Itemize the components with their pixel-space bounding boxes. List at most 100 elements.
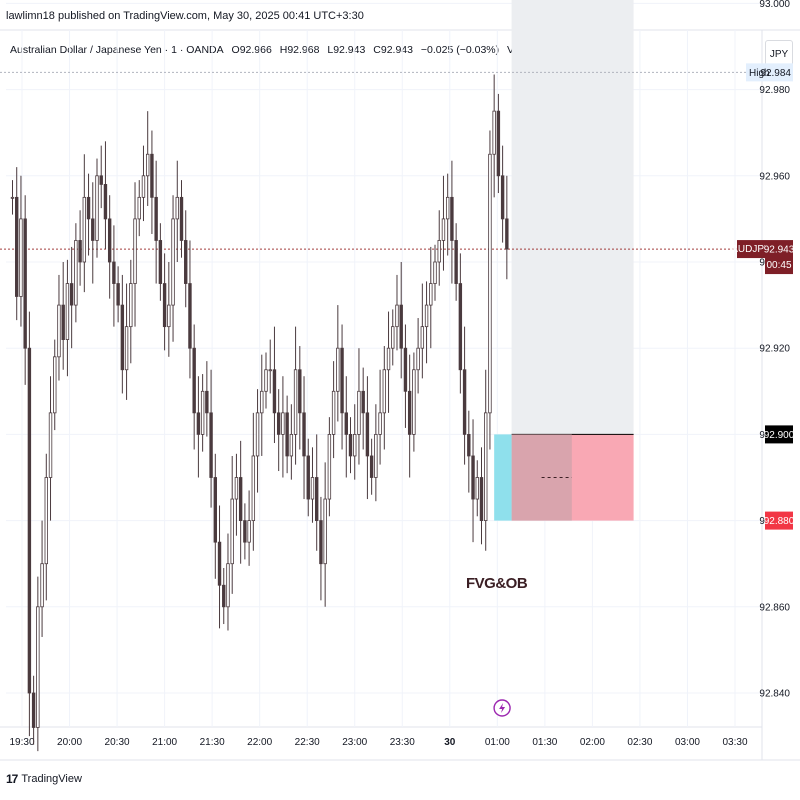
x-tick-label: 23:30 <box>390 737 415 748</box>
candle-body <box>57 304 61 358</box>
high-tag-label: High <box>749 68 770 79</box>
published-caption: lawlimn18 published on TradingView.com, … <box>6 10 364 22</box>
candle-body <box>391 326 395 349</box>
candle-body <box>361 390 365 414</box>
candle-body <box>19 218 23 297</box>
ohlc-high: H92.968 <box>279 44 320 56</box>
candle-body <box>99 175 103 185</box>
candle-body <box>10 196 15 199</box>
y-tick-label: 92.960 <box>759 171 790 182</box>
target-projection-zone <box>511 0 634 435</box>
candle-body <box>437 240 441 263</box>
high-tag-bg <box>746 63 793 82</box>
last-price-bg <box>765 240 793 275</box>
candle-body <box>213 477 218 543</box>
candle-body <box>327 433 332 500</box>
stop-price-tag: 92.880 <box>764 516 795 527</box>
candle-body <box>171 218 175 306</box>
candle-body <box>407 390 412 435</box>
candle-body <box>306 455 310 500</box>
candle-body <box>496 110 501 177</box>
candle-body <box>505 218 509 250</box>
candle-body <box>179 196 184 241</box>
candle-body <box>69 283 74 306</box>
candle-body <box>293 369 298 435</box>
candle-body <box>399 304 403 349</box>
stop-price-tag-bg <box>765 511 793 530</box>
candle-body <box>184 240 188 284</box>
candle-body <box>154 196 158 241</box>
tradingview-branding[interactable]: 17 TradingView <box>6 772 82 786</box>
candle-body <box>467 433 471 457</box>
candle-body <box>281 412 285 435</box>
x-tick-label: 01:30 <box>532 737 557 748</box>
ohlc-open: O92.966 <box>231 44 272 56</box>
candle-body <box>429 283 433 306</box>
candle-body <box>369 455 374 478</box>
candle-body <box>162 283 167 328</box>
candle-body <box>289 433 294 457</box>
candle-body <box>378 412 382 435</box>
candle-body <box>336 347 340 392</box>
candle-body <box>196 412 201 435</box>
candle-body <box>61 304 65 340</box>
candle-body <box>310 477 315 500</box>
candle-body <box>416 347 420 371</box>
candle-body <box>454 240 458 284</box>
candle-body <box>192 347 196 414</box>
fvg-strip-zone <box>494 434 512 521</box>
x-tick-label: 02:00 <box>580 737 605 748</box>
candle-body <box>103 184 108 220</box>
candle-body <box>255 412 260 457</box>
candle-body <box>234 477 239 500</box>
candle-body <box>175 196 179 220</box>
x-tick-label: 20:30 <box>105 737 130 748</box>
x-tick-label: 22:00 <box>247 737 272 748</box>
candle-body <box>243 520 247 543</box>
candle-body <box>420 326 425 349</box>
candle-body <box>395 304 399 328</box>
x-tick-label: 03:00 <box>675 737 700 748</box>
candle-body <box>272 369 277 414</box>
candle-body <box>500 175 505 220</box>
lightning-bolt-icon <box>499 703 506 713</box>
y-tick-label: 93.000 <box>759 0 790 10</box>
currency-button[interactable]: JPY <box>765 40 793 68</box>
candle-body <box>412 369 416 435</box>
candle-body <box>40 563 44 608</box>
x-tick-label: 22:30 <box>295 737 320 748</box>
candle-body <box>264 369 268 392</box>
candle-body <box>27 347 32 694</box>
candle-body <box>319 520 323 565</box>
candle-body <box>116 283 120 306</box>
candle-body <box>78 240 82 263</box>
candle-body <box>315 477 319 521</box>
candle-body <box>424 304 429 328</box>
candle-body <box>488 153 492 414</box>
candle-body <box>209 412 213 478</box>
candle-body <box>298 369 302 414</box>
candle-body <box>205 390 209 414</box>
candle-body <box>44 477 48 565</box>
candle-body <box>445 196 450 220</box>
tradingview-brand-text: TradingView <box>21 773 82 785</box>
candle-body <box>48 412 53 478</box>
candle-body <box>107 218 112 263</box>
candle-body <box>268 369 272 372</box>
candle-body <box>31 692 36 728</box>
candle-body <box>471 455 475 500</box>
candle-body <box>403 347 408 392</box>
x-tick-label: 02:30 <box>627 737 652 748</box>
candle-body <box>251 455 256 522</box>
candle-body <box>348 433 353 457</box>
candle-body <box>386 347 391 371</box>
ohlc-low: L92.943 <box>327 44 366 56</box>
candle-body <box>200 390 205 435</box>
x-tick-label: 30 <box>444 737 456 748</box>
candle-body <box>357 390 361 435</box>
candle-body <box>129 283 133 328</box>
candle-body <box>479 477 484 521</box>
ohlc-change: −0.025 (−0.03%) <box>420 44 500 56</box>
candle-body <box>167 304 171 328</box>
